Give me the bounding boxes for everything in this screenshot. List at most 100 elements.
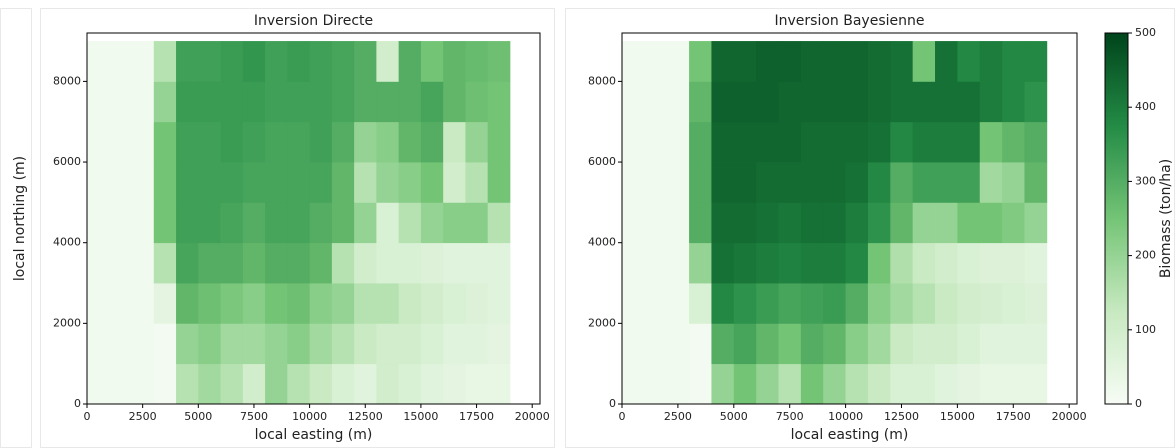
x-tick-label: 0 — [84, 410, 91, 423]
heat-cell — [800, 283, 824, 324]
heat-cell — [1024, 41, 1048, 82]
heat-cell — [376, 162, 400, 203]
heat-cell — [845, 162, 869, 203]
heat-cell — [1024, 81, 1048, 123]
heat-cell — [666, 121, 690, 163]
heat-cell — [979, 121, 1003, 163]
heat-cell — [465, 323, 489, 365]
heat-cell — [957, 162, 981, 203]
heat-cell — [287, 242, 311, 284]
heat-cell — [265, 323, 288, 365]
colorbar-label: Biomass (ton/ha) — [1158, 159, 1174, 278]
heat-cell — [487, 242, 511, 284]
heat-cell — [622, 242, 645, 284]
heat-cell — [957, 41, 981, 82]
heat-cell — [287, 121, 311, 163]
heat-cell — [198, 81, 221, 123]
heat-cell — [131, 363, 155, 404]
heat-cell — [912, 202, 936, 244]
heat-cell — [331, 242, 355, 284]
heat-cell — [87, 202, 110, 244]
heat-cell — [778, 363, 802, 404]
cells — [87, 41, 511, 404]
heat-cell — [287, 363, 311, 404]
heat-cell — [756, 323, 779, 365]
colorbar-tick-label: 0 — [1135, 397, 1142, 410]
heat-cell — [354, 323, 377, 365]
heat-cell — [242, 363, 266, 404]
heat-cell — [823, 81, 846, 123]
heat-cell — [354, 202, 377, 244]
heat-cell — [778, 81, 802, 123]
heat-cell — [443, 162, 466, 203]
heat-cell — [867, 283, 891, 324]
heat-cell — [666, 242, 690, 284]
x-axis-label: local easting (m) — [255, 427, 373, 443]
heat-cell — [220, 283, 244, 324]
heat-cell — [756, 121, 779, 163]
heat-cell — [689, 283, 712, 324]
heat-cell — [778, 41, 802, 82]
x-tick-label: 10000 — [828, 410, 863, 423]
heat-cell — [1002, 81, 1025, 123]
heat-cell — [845, 242, 869, 284]
heat-cell — [644, 283, 668, 324]
heat-cell — [957, 323, 981, 365]
heat-cell — [131, 41, 155, 82]
heat-cell — [733, 202, 757, 244]
heat-cell — [176, 121, 199, 163]
heat-cell — [220, 81, 244, 123]
heat-cell — [711, 162, 735, 203]
y-tick-label: 6000 — [53, 155, 81, 168]
heat-cell — [778, 121, 802, 163]
heat-cell — [153, 323, 177, 365]
y-tick-label: 0 — [609, 397, 616, 410]
heat-cell — [443, 242, 466, 284]
heat-cell — [398, 41, 422, 82]
heat-cell — [1024, 363, 1048, 404]
x-tick-label: 5000 — [720, 410, 748, 423]
heat-cell — [376, 202, 400, 244]
heat-cell — [376, 41, 400, 82]
heat-cell — [867, 81, 891, 123]
heat-cell — [912, 121, 936, 163]
heat-cell — [87, 162, 110, 203]
heat-cell — [109, 121, 132, 163]
chart-title: Inversion Bayesienne — [775, 13, 925, 29]
heat-cell — [376, 363, 400, 404]
heat-cell — [845, 363, 869, 404]
heat-cell — [198, 162, 221, 203]
heat-cell — [131, 242, 155, 284]
heat-cell — [979, 41, 1003, 82]
heat-cell — [912, 363, 936, 404]
heat-cell — [354, 363, 377, 404]
heat-cell — [666, 202, 690, 244]
x-tick-label: 17500 — [996, 410, 1031, 423]
heat-cell — [309, 81, 333, 123]
heat-cell — [287, 283, 311, 324]
colorbar-tick-label: 300 — [1135, 174, 1156, 187]
heat-cell — [935, 121, 958, 163]
heat-cell — [487, 363, 511, 404]
heat-cell — [957, 202, 981, 244]
heat-cell — [398, 283, 422, 324]
heat-cell — [756, 41, 779, 82]
heat-cell — [800, 323, 824, 365]
heat-cell — [109, 283, 132, 324]
colorbar-tick-label: 400 — [1135, 100, 1156, 113]
heat-cell — [823, 242, 846, 284]
heat-cell — [176, 162, 199, 203]
x-tick-label: 15000 — [940, 410, 975, 423]
heat-cell — [242, 323, 266, 365]
heat-cell — [1024, 242, 1048, 284]
heat-cell — [265, 41, 288, 82]
heat-cell — [465, 283, 489, 324]
heat-cell — [309, 283, 333, 324]
heat-cell — [845, 81, 869, 123]
heat-cell — [265, 242, 288, 284]
heat-cell — [979, 81, 1003, 123]
heat-cell — [1024, 121, 1048, 163]
heat-cell — [153, 202, 177, 244]
heat-cell — [957, 283, 981, 324]
heat-cell — [420, 41, 444, 82]
